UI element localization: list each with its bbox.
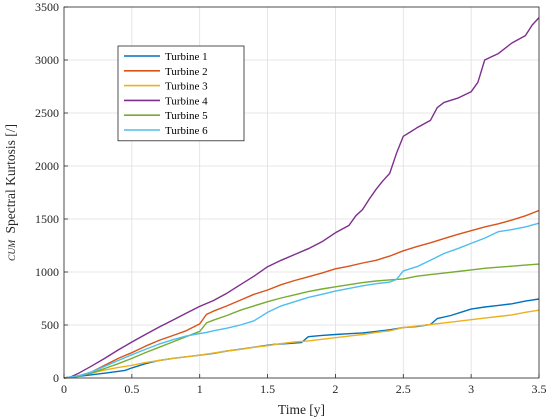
y-tick-label: 2000 bbox=[35, 159, 59, 173]
legend-box bbox=[117, 45, 245, 142]
y-tick-label: 500 bbox=[41, 318, 59, 332]
x-tick-label: 1.5 bbox=[260, 382, 275, 396]
x-axis-ticks: 0 0.5 1 1.5 2 2.5 3 3.5 bbox=[61, 374, 547, 396]
legend-label-turbine-5: Turbine 5 bbox=[165, 110, 208, 122]
y-axis-label-prefix: CUM bbox=[8, 239, 18, 261]
y-tick-label: 2500 bbox=[35, 106, 59, 120]
x-tick-label: 1 bbox=[197, 382, 203, 396]
legend-label-turbine-3: Turbine 3 bbox=[165, 81, 208, 93]
x-tick-label: 3.5 bbox=[532, 382, 547, 396]
y-axis-label-text: Spectral Kurtosis [/] bbox=[3, 124, 18, 233]
series-line-turbine-1 bbox=[63, 298, 540, 379]
x-tick-label: 3 bbox=[468, 382, 474, 396]
x-tick-label: 0 bbox=[61, 382, 67, 396]
series-line-turbine-4 bbox=[63, 17, 540, 379]
legend-label-turbine-6: Turbine 6 bbox=[165, 125, 208, 137]
legend: Turbine 1 Turbine 2 Turbine 3 Turbine 4 Turb… bbox=[117, 45, 245, 142]
y-tick-label: 1500 bbox=[35, 212, 59, 226]
y-tick-label: 1000 bbox=[35, 265, 59, 279]
y-tick-label: 0 bbox=[53, 371, 59, 385]
y-tick-label: 3000 bbox=[35, 53, 59, 67]
series-line-turbine-5 bbox=[63, 263, 540, 379]
y-axis-ticks: 0 500 1000 1500 2000 2500 3000 3500 bbox=[35, 0, 68, 385]
x-tick-label: 0.5 bbox=[124, 382, 139, 396]
legend-label-turbine-1: Turbine 1 bbox=[165, 51, 208, 63]
legend-label-turbine-2: Turbine 2 bbox=[165, 66, 208, 78]
x-axis-label: Time [y] bbox=[278, 402, 325, 417]
series-line-turbine-6 bbox=[63, 222, 540, 379]
series-layer bbox=[63, 17, 540, 379]
y-axis-label: CUM Spectral Kurtosis [/] bbox=[3, 124, 18, 261]
series-line-turbine-3 bbox=[63, 309, 540, 379]
x-tick-label: 2 bbox=[332, 382, 338, 396]
plot-frame bbox=[63, 6, 540, 379]
y-tick-label: 3500 bbox=[35, 0, 59, 14]
x-tick-label: 2.5 bbox=[396, 382, 411, 396]
series-line-turbine-2 bbox=[63, 209, 540, 379]
legend-label-turbine-4: Turbine 4 bbox=[165, 95, 208, 107]
